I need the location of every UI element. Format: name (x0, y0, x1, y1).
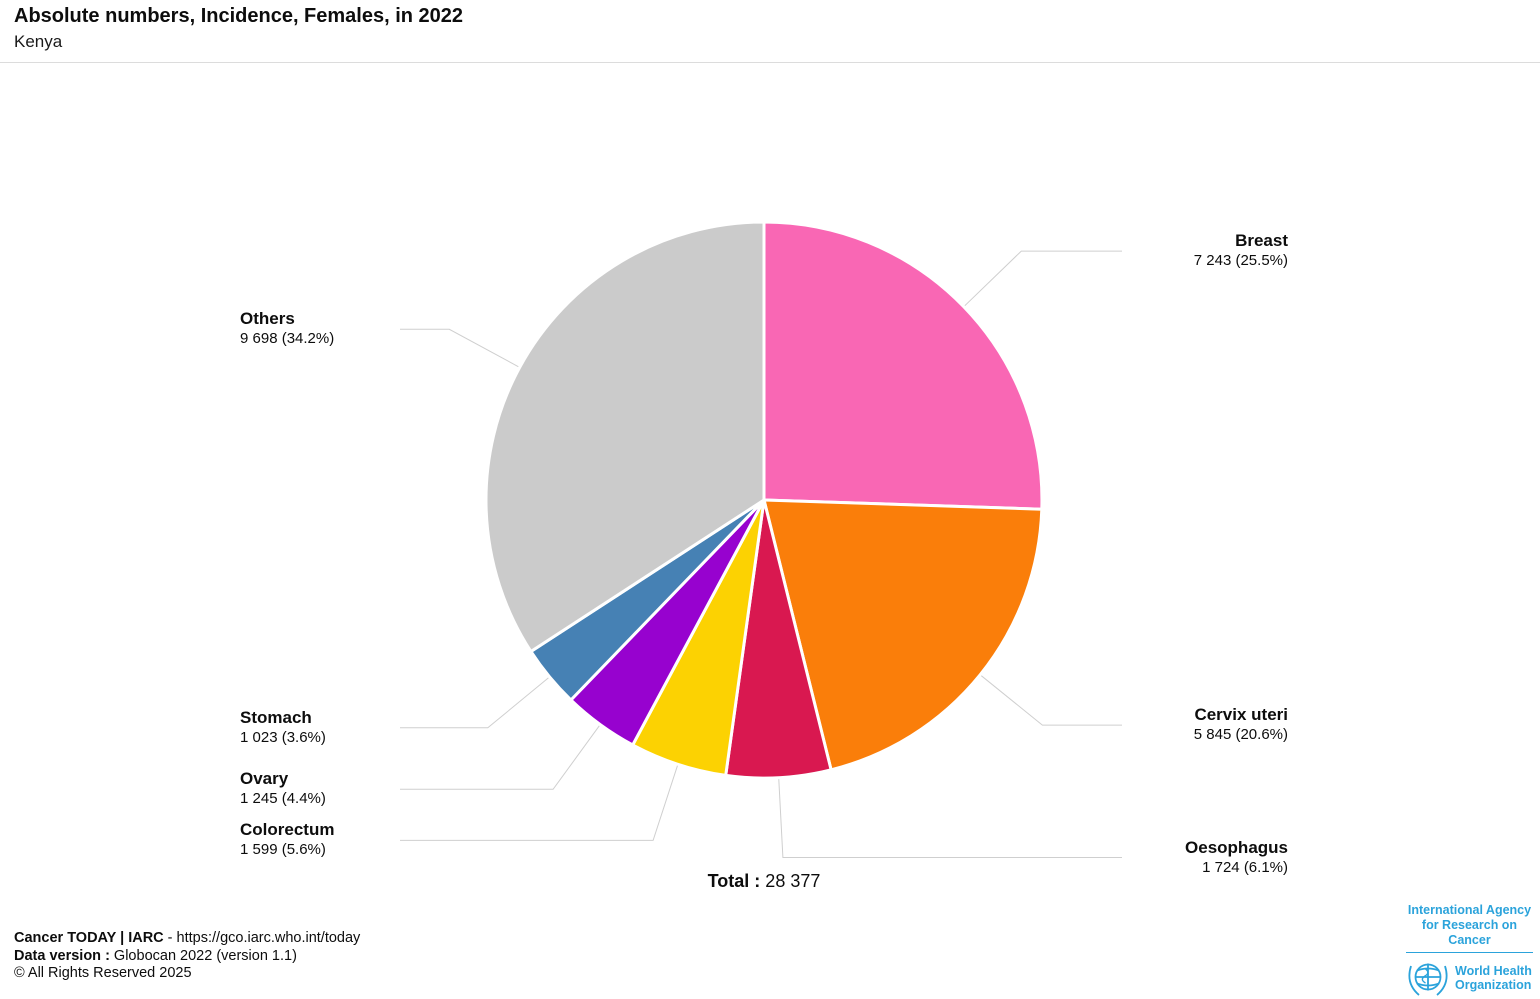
footer-app-name: Cancer TODAY | IARC (14, 930, 164, 946)
slice-label-name: Stomach (240, 708, 312, 727)
slice-label-value: 1 724 (6.1%) (1202, 859, 1288, 876)
slice-label-value: 7 243 (25.5%) (1193, 252, 1288, 269)
header-divider (0, 62, 1540, 63)
page-title: Absolute numbers, Incidence, Females, in… (14, 5, 464, 27)
slice-label-name: Cervix uteri (1194, 705, 1288, 724)
slice-label-breast: Breast 7 243 (25.5%) (1194, 231, 1288, 270)
who-emblem-icon (1408, 963, 1448, 996)
slice-label-ovary: Ovary 1 245 (4.4%) (240, 769, 326, 808)
slice-label-value: 1 245 (4.4%) (240, 790, 326, 807)
leader-line-breast (963, 250, 1122, 308)
footer-line1: Cancer TODAY | IARC - https://gco.iarc.w… (14, 930, 360, 948)
slice-label-name: Ovary (240, 769, 289, 788)
pie-slice-breast[interactable] (762, 220, 1044, 511)
slice-label-value: 1 599 (5.6%) (240, 841, 326, 858)
who-logo-line1: World Health (1455, 963, 1532, 978)
who-logo-line2: Organization (1455, 978, 1532, 992)
iarc-logo-text: International Agency for Research on Can… (1406, 903, 1533, 948)
pie-slice-cervix-uteri[interactable] (762, 498, 1044, 772)
slice-label-stomach: Stomach 1 023 (3.6%) (240, 708, 326, 747)
slice-label-value: 5 845 (20.6%) (1193, 726, 1288, 743)
leader-line-stomach (400, 676, 550, 729)
chart-total: Total : 28 377 (708, 871, 821, 892)
footer-copyright: © All Rights Reserved 2025 (14, 965, 192, 982)
page-subtitle: Kenya (14, 32, 63, 51)
iarc-logo-line2: for Research on Cancer (1421, 918, 1518, 947)
logo-divider (1406, 952, 1533, 953)
slice-label-name: Colorectum (240, 820, 335, 839)
footer-dataversion-value: Globocan 2022 (version 1.1) (109, 947, 297, 964)
slice-label-name: Others (240, 309, 295, 328)
slice-label-name: Oesophagus (1185, 838, 1288, 857)
leader-line-oesophagus (778, 777, 1122, 858)
pie-slice-others[interactable] (484, 220, 766, 653)
slice-label-value: 1 023 (3.6%) (240, 729, 326, 746)
leader-line-colorectum (400, 764, 679, 841)
slice-label-value: 9 698 (34.2%) (240, 330, 335, 347)
slice-label-name: Breast (1235, 231, 1288, 250)
who-logo-text: World Health Organization (1455, 964, 1532, 993)
total-value: 28 377 (765, 871, 821, 891)
slice-label-oesophagus: Oesophagus 1 724 (6.1%) (1185, 838, 1288, 877)
leader-line-others (400, 328, 520, 368)
iarc-logo-line1: International Agency (1407, 903, 1532, 917)
footer: Cancer TODAY | IARC - https://gco.iarc.w… (14, 930, 360, 983)
slice-label-cervix-uteri: Cervix uteri 5 845 (20.6%) (1194, 705, 1288, 744)
footer-url: - https://gco.iarc.who.int/today (163, 930, 361, 946)
total-label: Total : (707, 871, 761, 891)
footer-line2: Data version : Globocan 2022 (version 1.… (14, 948, 360, 966)
slice-label-colorectum: Colorectum 1 599 (5.6%) (240, 820, 334, 859)
who-logo: World Health Organization (1406, 957, 1533, 999)
footer-dataversion-label: Data version : (14, 947, 110, 964)
leader-line-ovary (400, 724, 601, 790)
leader-line-cervix-uteri (979, 674, 1122, 726)
slice-label-others: Others 9 698 (34.2%) (240, 309, 334, 348)
